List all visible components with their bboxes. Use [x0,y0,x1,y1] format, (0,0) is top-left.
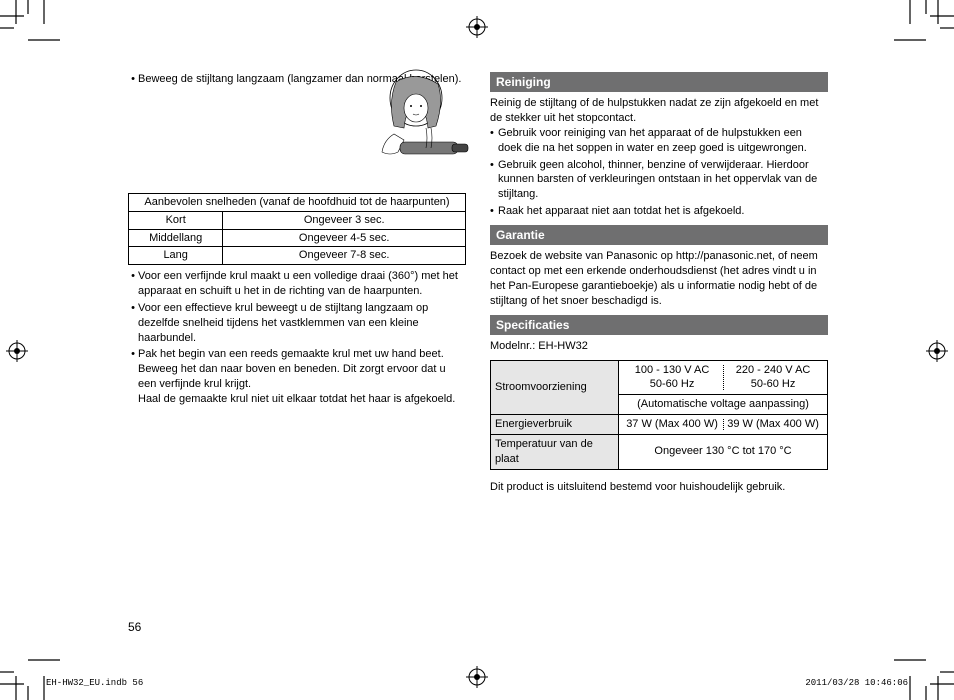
page-number: 56 [128,620,141,634]
footer-stamp: 2011/03/28 10:46:06 [805,678,908,688]
spec-power-label: Stroomvoorziening [491,360,619,415]
speed-table: Aanbevolen snelheden (vanaf de hoofdhuid… [128,193,466,265]
crop-mark-tr [884,0,954,70]
reiniging-header: Reiniging [490,72,828,92]
reiniging-item-1: •Gebruik geen alcohol, thinner, benzine … [490,158,828,203]
page-content: • Beweeg de stijltang langzaam (langzame… [128,72,828,494]
left-bullet-0: • Voor een verfijnde krul maakt u een vo… [128,269,466,299]
right-column: Reiniging Reinig de stijltang of de hulp… [490,72,828,494]
model-number: Modelnr.: EH-HW32 [490,339,828,354]
bullet-dot: • [128,72,138,87]
registration-mark-bottom [466,666,488,688]
spec-footnote: Dit product is uitsluitend bestemd voor … [490,480,828,495]
reiniging-item-0-text: Gebruik voor reiniging van het apparaat … [498,126,828,156]
crop-mark-br [884,630,954,700]
left-bullet-2: • Pak het begin van een reeds gemaakte k… [128,347,466,392]
footer-file: EH-HW32_EU.indb 56 [46,678,143,688]
reiniging-item-2-text: Raak het apparaat niet aan totdat het is… [498,204,744,219]
styling-illustration [366,68,472,170]
spec-energy-b: 39 W (Max 400 W) [724,417,822,432]
speed-r1c1: Ongeveer 4-5 sec. [223,229,466,247]
speed-r1c0: Middellang [129,229,223,247]
speed-header: Aanbevolen snelheden (vanaf de hoofdhuid… [129,193,466,211]
left-bullet-2-tail: Haal de gemaakte krul niet uit elkaar to… [128,392,466,407]
spec-header: Specificaties [490,315,828,335]
reiniging-intro: Reinig de stijltang of de hulpstukken na… [490,96,828,126]
left-bullet-2-text: Pak het begin van een reeds gemaakte kru… [138,347,466,392]
speed-r0c1: Ongeveer 3 sec. [223,211,466,229]
speed-r2c0: Lang [129,247,223,265]
spec-energy-label: Energieverbruik [491,415,619,435]
spec-temp-label: Temperatuur van de plaat [491,434,619,469]
registration-mark-top [466,16,488,38]
left-bullet-1-text: Voor een effectieve krul beweegt u de st… [138,301,466,346]
garantie-text: Bezoek de website van Panasonic op http:… [490,249,828,308]
reiniging-item-1-text: Gebruik geen alcohol, thinner, benzine o… [498,158,828,203]
spec-energy-a: 37 W (Max 400 W) [623,417,721,432]
speed-r2c1: Ongeveer 7-8 sec. [223,247,466,265]
reiniging-item-2: •Raak het apparaat niet aan totdat het i… [490,204,828,219]
left-column: • Beweeg de stijltang langzaam (langzame… [128,72,466,494]
spec-power-note: (Automatische voltage aanpassing) [619,395,828,415]
crop-mark-bl [0,630,70,700]
left-bullet-0-text: Voor een verfijnde krul maakt u een voll… [138,269,466,299]
spec-power-b: 220 - 240 V AC 50-60 Hz [724,363,822,393]
spec-power-a: 100 - 130 V AC 50-60 Hz [623,363,721,393]
registration-mark-right [926,340,948,362]
crop-mark-tl [0,0,70,70]
speed-r0c0: Kort [129,211,223,229]
spec-table: Stroomvoorziening 100 - 130 V AC 50-60 H… [490,360,828,470]
registration-mark-left [6,340,28,362]
reiniging-item-0: •Gebruik voor reiniging van het apparaat… [490,126,828,156]
left-bullet-1: • Voor een effectieve krul beweegt u de … [128,301,466,346]
garantie-header: Garantie [490,225,828,245]
spec-temp-val: Ongeveer 130 °C tot 170 °C [619,434,828,469]
